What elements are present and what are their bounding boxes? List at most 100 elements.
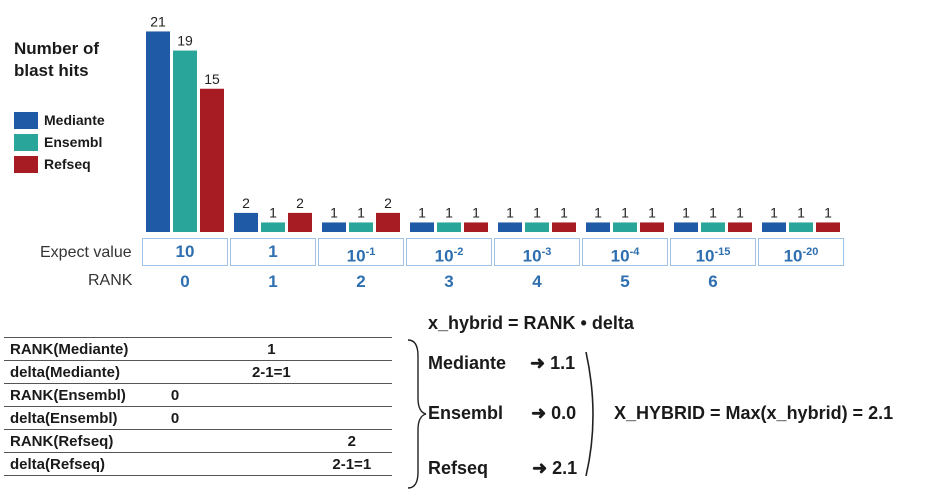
legend-label-ensembl: Ensembl bbox=[44, 134, 103, 150]
rank-number: 3 bbox=[444, 272, 454, 291]
bar-mediante-4 bbox=[498, 222, 522, 232]
table-cell: delta(Ensembl) bbox=[4, 406, 171, 430]
bar-ensembl-4 bbox=[525, 222, 549, 232]
table-cell: 0 bbox=[170, 383, 232, 407]
table-cell: RANK(Refseq) bbox=[4, 429, 171, 453]
table-row: RANK(Ensembl) 0 bbox=[4, 383, 392, 407]
bar-ensembl-0 bbox=[173, 50, 197, 232]
legend-swatch-ensembl bbox=[14, 134, 38, 151]
data-label-refseq-4: 1 bbox=[560, 204, 568, 220]
data-label-mediante-2: 1 bbox=[330, 204, 338, 220]
expect-value-box: 10-20 bbox=[758, 238, 844, 266]
table-cell: 2-1=1 bbox=[231, 360, 312, 384]
table-cell: RANK(Ensembl) bbox=[4, 383, 171, 407]
x-axis-label: Expect value bbox=[40, 244, 132, 261]
rank-number: 4 bbox=[532, 272, 542, 291]
table-cell bbox=[311, 383, 392, 407]
expect-value-box: 10-2 bbox=[406, 238, 492, 266]
table-cell: 2 bbox=[311, 429, 392, 453]
data-label-ensembl-2: 1 bbox=[357, 204, 365, 220]
bar-refseq-4 bbox=[552, 222, 576, 232]
rank-delta-table: RANK(Mediante) 1 delta(Mediante) 2-1=1 RANK(… bbox=[4, 337, 392, 476]
expect-value-box: 10-1 bbox=[318, 238, 404, 266]
bar-refseq-5 bbox=[640, 222, 664, 232]
rank-number: 6 bbox=[708, 272, 718, 291]
expect-value-base: 10 bbox=[783, 246, 803, 266]
result-value: 0.0 bbox=[551, 403, 577, 423]
table-cell: RANK(Mediante) bbox=[4, 337, 171, 361]
data-label-ensembl-1: 1 bbox=[269, 204, 277, 220]
formula: x_hybrid = RANK • delta bbox=[428, 313, 634, 333]
table-row: delta(Ensembl) 0 bbox=[4, 406, 392, 430]
expect-value-exponent: -3 bbox=[541, 246, 552, 258]
result-refseq: Refseq ➜ 2.1 bbox=[428, 458, 577, 479]
result-ensembl: Ensembl ➜ 0.0 bbox=[428, 403, 576, 424]
bar-mediante-2 bbox=[322, 222, 346, 232]
left-brace bbox=[407, 339, 427, 489]
expect-value-base: 10 bbox=[695, 246, 715, 266]
table-cell: delta(Refseq) bbox=[4, 452, 171, 476]
data-label-ensembl-3: 1 bbox=[445, 204, 453, 220]
bar-refseq-2 bbox=[376, 212, 400, 232]
table-cell bbox=[170, 360, 232, 384]
legend-label-mediante: Mediante bbox=[44, 112, 105, 128]
expect-value-box: 10-4 bbox=[582, 238, 668, 266]
result-name: Ensembl bbox=[428, 403, 504, 423]
bar-mediante-6 bbox=[674, 222, 698, 232]
expect-value-base: 10 bbox=[434, 246, 454, 266]
brackets bbox=[407, 339, 594, 489]
y-axis-label: Number of blast hits bbox=[14, 38, 124, 82]
data-label-refseq-6: 1 bbox=[736, 204, 744, 220]
expect-value-exponent: -2 bbox=[453, 246, 464, 258]
legend-swatch-refseq bbox=[14, 156, 38, 173]
data-label-mediante-6: 1 bbox=[682, 204, 690, 220]
table-cell bbox=[170, 337, 232, 361]
data-label-mediante-7: 1 bbox=[770, 204, 778, 220]
y-axis-label-line1: Number of bbox=[14, 39, 99, 58]
rank-label: RANK bbox=[88, 272, 133, 289]
data-label-ensembl-7: 1 bbox=[797, 204, 805, 220]
rank-number: 2 bbox=[356, 272, 366, 291]
bar-ensembl-3 bbox=[437, 222, 461, 232]
expect-value-box: 10-15 bbox=[670, 238, 756, 266]
table-cell: delta(Mediante) bbox=[4, 360, 171, 384]
expect-value-exponent: -4 bbox=[629, 246, 640, 258]
data-label-mediante-0: 21 bbox=[150, 13, 166, 29]
result-value: 1.1 bbox=[550, 353, 576, 373]
table-cell bbox=[231, 383, 312, 407]
table-cell bbox=[231, 429, 312, 453]
table-row: RANK(Mediante) 1 bbox=[4, 337, 392, 361]
bar-refseq-7 bbox=[816, 222, 840, 232]
result-mediante: Mediante ➜ 1.1 bbox=[428, 353, 575, 374]
result-value: 2.1 bbox=[552, 458, 578, 478]
data-label-ensembl-5: 1 bbox=[621, 204, 629, 220]
rank-number: 0 bbox=[180, 272, 190, 291]
table-cell bbox=[311, 360, 392, 384]
data-label-refseq-3: 1 bbox=[472, 204, 480, 220]
data-label-refseq-1: 2 bbox=[296, 195, 304, 211]
arrow-icon: ➜ bbox=[531, 403, 547, 423]
result-name: Refseq bbox=[428, 458, 489, 478]
bar-ensembl-5 bbox=[613, 222, 637, 232]
table-cell bbox=[231, 406, 312, 430]
table-row: delta(Refseq) 2-1=1 bbox=[4, 452, 392, 476]
data-label-mediante-1: 2 bbox=[242, 195, 250, 211]
table-cell bbox=[311, 406, 392, 430]
bar-ensembl-2 bbox=[349, 222, 373, 232]
bar-ensembl-6 bbox=[701, 222, 725, 232]
table-cell bbox=[231, 452, 312, 476]
expect-value-exponent: -15 bbox=[714, 246, 731, 258]
expect-value-base: 10 bbox=[522, 246, 542, 266]
expect-value-box: 1 bbox=[230, 238, 316, 266]
bar-mediante-1 bbox=[234, 212, 258, 232]
data-label-refseq-5: 1 bbox=[648, 204, 656, 220]
bar-refseq-6 bbox=[728, 222, 752, 232]
y-axis-label-line2: blast hits bbox=[14, 61, 89, 80]
expect-value-base: 10 bbox=[346, 246, 366, 266]
bar-refseq-3 bbox=[464, 222, 488, 232]
bar-mediante-3 bbox=[410, 222, 434, 232]
data-label-refseq-2: 2 bbox=[384, 195, 392, 211]
data-label-mediante-5: 1 bbox=[594, 204, 602, 220]
expect-value-exponent: -20 bbox=[802, 246, 819, 258]
